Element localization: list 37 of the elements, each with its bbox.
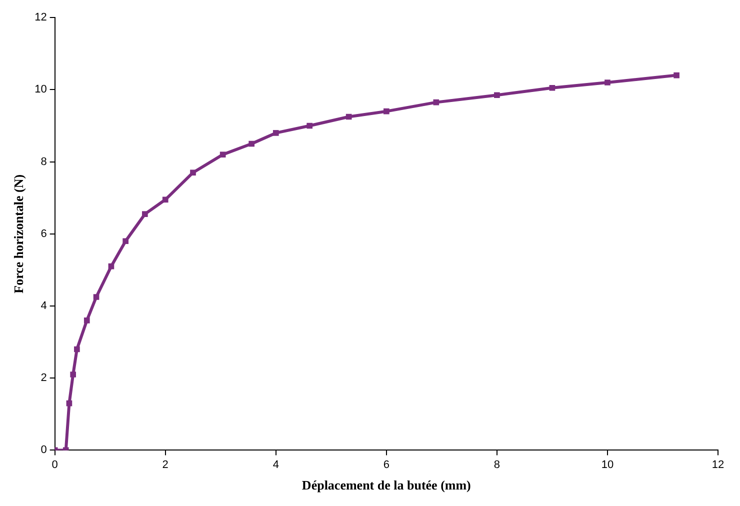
point [494, 92, 500, 98]
point [122, 238, 128, 244]
x-axis-title: Déplacement de la butée (mm) [302, 478, 471, 493]
y-tick-label: 4 [40, 300, 47, 312]
y-tick-label: 0 [40, 444, 47, 456]
y-axis-title: Force horizontale (N) [11, 174, 26, 294]
point [162, 196, 168, 203]
point [108, 263, 114, 270]
point [142, 211, 148, 217]
point [674, 72, 680, 78]
x-tick-label: 4 [272, 458, 279, 471]
point [604, 80, 610, 86]
point [306, 122, 313, 129]
x-tick-label: 6 [383, 458, 390, 471]
x-tick-label: 8 [494, 458, 500, 471]
x-tick-label: 0 [52, 458, 58, 471]
y-tick-label: 10 [34, 84, 47, 96]
point [248, 140, 254, 147]
point [346, 114, 352, 120]
y-tick-label: 8 [40, 156, 47, 168]
point [549, 84, 556, 91]
point [433, 99, 440, 106]
point [272, 130, 279, 136]
x-tick-label: 2 [162, 458, 168, 471]
x-tick-label: 10 [601, 458, 614, 471]
point [84, 318, 90, 324]
y-tick-label: 12 [34, 12, 47, 24]
point [74, 346, 80, 352]
y-tick-label: 2 [40, 372, 47, 384]
y-tick-label: 6 [40, 228, 47, 240]
point [220, 152, 226, 158]
point [70, 372, 76, 378]
point [190, 170, 196, 176]
point [66, 400, 72, 406]
point [93, 294, 100, 300]
x-tick-label: 12 [712, 458, 724, 471]
point [384, 108, 390, 114]
